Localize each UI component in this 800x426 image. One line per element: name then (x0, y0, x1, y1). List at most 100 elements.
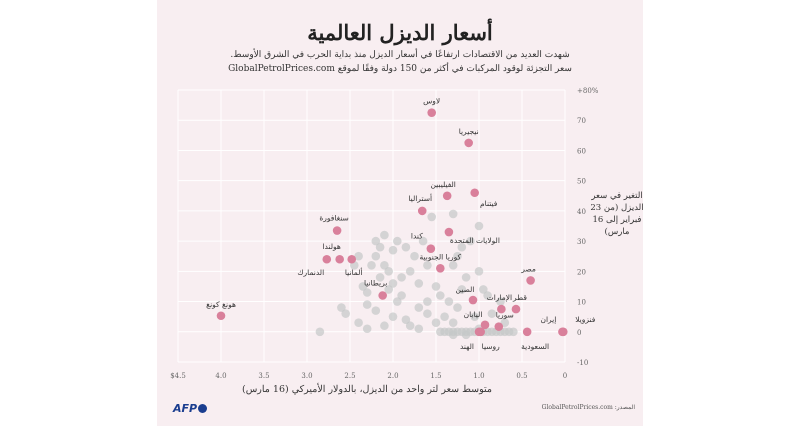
data-point-highlighted (347, 254, 357, 264)
data-point (457, 242, 467, 252)
scatter-chart: $4.5 4.0 3.5 3.0 2.5 2.0 1.5 1.0 0.5 0 +80% 70 60 50 4… (170, 87, 599, 380)
data-point (388, 245, 398, 255)
subtitle-line-1: شهدت العديد من الاقتصادات ارتفاعًا في أس… (230, 50, 570, 60)
data-point (358, 282, 368, 291)
x-tick-label: 3.0 (301, 372, 312, 380)
data-point-highlighted (480, 320, 490, 330)
data-point (397, 273, 406, 282)
data-point-highlighted (470, 188, 480, 198)
data-point (397, 291, 406, 300)
data-point (448, 260, 458, 270)
country-label: هولندا (322, 242, 340, 251)
data-point (405, 321, 415, 331)
country-label: روسيا (482, 342, 500, 351)
y-tick-label: 30 (577, 238, 586, 246)
x-tick-label: 2.0 (387, 372, 398, 380)
data-point (401, 315, 411, 324)
y-tick-label: 60 (577, 147, 586, 155)
data-point (384, 267, 393, 276)
data-point-highlighted (417, 206, 427, 216)
x-tick-label: 0 (563, 372, 567, 380)
y-tick-label: 20 (577, 268, 586, 276)
x-axis-label: متوسط سعر لتر واحد من الديزل، بالدولار ا… (242, 384, 492, 395)
data-point (405, 267, 415, 276)
data-point (371, 251, 381, 261)
country-label: الإمارات (487, 293, 512, 302)
data-point-highlighted (468, 295, 478, 305)
y-tick-label: 50 (577, 178, 586, 186)
x-tick-label: 2.5 (344, 372, 355, 380)
data-point (380, 321, 389, 331)
data-point (393, 297, 402, 306)
data-point (410, 251, 419, 261)
data-point (388, 279, 398, 288)
data-point (461, 330, 471, 340)
data-point (375, 273, 385, 282)
country-label: أستراليا (408, 193, 432, 203)
country-label: لاوس (423, 97, 440, 106)
country-label: سنغافورة (319, 214, 348, 223)
data-point-highlighted (436, 264, 445, 273)
data-point-highlighted (322, 254, 332, 264)
country-label: الصين (456, 285, 475, 294)
logo-text: AFP (173, 402, 198, 415)
y-tick-label: +80% (577, 87, 599, 95)
data-point (354, 251, 363, 261)
data-point (315, 327, 325, 337)
x-tick-label: 0.5 (516, 372, 527, 380)
y-tick-label: 0 (577, 329, 581, 337)
data-point (487, 309, 497, 318)
data-point (380, 230, 389, 240)
data-point (375, 242, 385, 252)
data-point (444, 297, 454, 306)
afp-logo: AFP (173, 402, 208, 415)
data-point (423, 297, 432, 306)
data-point (448, 318, 458, 328)
data-point (371, 236, 381, 246)
country-label: الهند (460, 342, 474, 351)
y-tick-label: -10 (577, 359, 588, 367)
country-label: فنزويلا (575, 315, 596, 324)
data-point (367, 260, 376, 270)
data-point (371, 306, 381, 315)
chart-title: أسعار الديزل العالمية (307, 20, 493, 45)
data-point (431, 282, 441, 291)
data-point-highlighted (497, 304, 506, 314)
data-point-highlighted (522, 327, 532, 337)
data-point (362, 324, 372, 334)
country-label: فيتنام (480, 199, 498, 208)
x-tick-label: $4.5 (170, 372, 186, 380)
country-label: نيجيريا (459, 127, 479, 136)
country-label: الدنمارك (297, 268, 324, 277)
data-point (337, 303, 346, 312)
data-point (354, 318, 363, 328)
country-label: بريطانيا (364, 279, 387, 288)
data-point (414, 279, 424, 288)
data-point (362, 300, 372, 309)
data-point (418, 236, 428, 246)
data-point-highlighted (526, 276, 535, 285)
country-label: الفيليبين (430, 180, 455, 189)
infographic-card: أسعار الديزل العالمية شهدت العديد من الا… (157, 0, 644, 426)
y-tick-label: 10 (577, 299, 586, 307)
data-point (474, 221, 484, 231)
country-label: ألمانيا (345, 267, 363, 277)
data-point (414, 324, 424, 334)
data-point-highlighted (426, 244, 436, 253)
data-point (380, 260, 389, 270)
data-point-highlighted (442, 191, 452, 201)
country-label: كوريا الجنوبية (420, 252, 462, 261)
x-tick-label: 4.0 (215, 372, 226, 380)
data-point-highlighted (511, 304, 521, 314)
data-point (466, 236, 475, 246)
data-point (393, 236, 402, 246)
x-tick-label: 1.5 (430, 372, 441, 380)
data-point (479, 285, 488, 294)
data-point (388, 312, 398, 321)
data-point (427, 212, 437, 222)
data-point (401, 242, 411, 252)
data-point (440, 312, 449, 321)
data-point (457, 285, 467, 294)
data-point (483, 291, 492, 300)
data-point-highlighted (464, 138, 473, 148)
